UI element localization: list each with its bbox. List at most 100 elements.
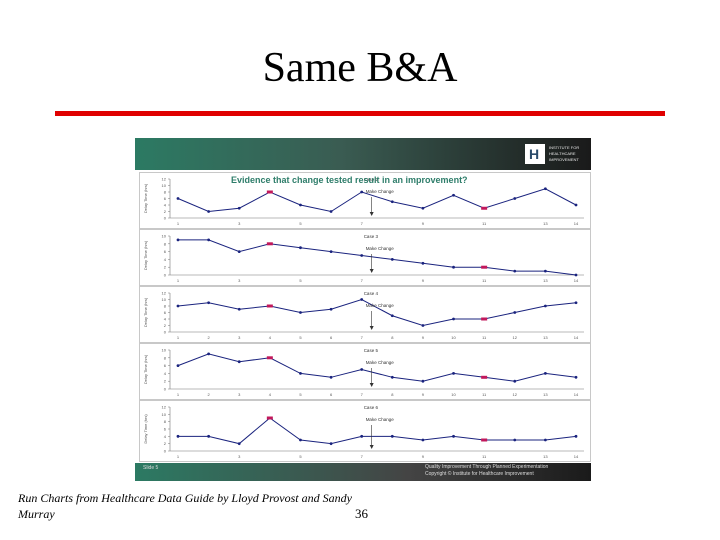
data-point <box>360 434 364 438</box>
x-tick-label: 9 <box>422 454 425 459</box>
x-tick-label: 9 <box>422 278 425 283</box>
y-tick-label: 4 <box>164 434 167 439</box>
x-tick-label: 2 <box>207 335 210 340</box>
series-line <box>178 417 577 445</box>
x-tick-label: 3 <box>238 335 241 340</box>
x-tick-label: 3 <box>238 278 241 283</box>
y-tick-label: 0 <box>164 216 167 221</box>
data-point <box>513 269 517 273</box>
x-tick-label: 13 <box>543 392 548 397</box>
y-tick-label: 12 <box>162 405 167 410</box>
x-tick-label: 10 <box>451 335 456 340</box>
y-tick-label: 0 <box>164 273 167 278</box>
data-point <box>329 375 333 379</box>
data-point <box>299 438 302 442</box>
data-point <box>543 187 547 191</box>
data-point <box>329 250 333 253</box>
y-tick-label: 10 <box>162 234 167 239</box>
x-tick-label: 11 <box>482 221 487 226</box>
slide-title: Same B&A <box>262 45 458 91</box>
logo-text: INSTITUTE FOR HEALTHCARE IMPROVEMENT <box>549 145 580 162</box>
highlight-point <box>266 356 273 360</box>
data-point <box>299 246 302 250</box>
data-point <box>299 311 302 314</box>
x-tick-label: 5 <box>299 221 302 226</box>
data-point <box>176 197 180 200</box>
x-tick-label: 14 <box>574 278 579 283</box>
data-point <box>237 307 241 311</box>
data-point <box>390 434 394 438</box>
y-tick-label: 12 <box>162 291 167 296</box>
y-tick-label: 4 <box>164 317 167 322</box>
data-point <box>421 324 425 327</box>
logo-mark-icon: H <box>529 146 540 162</box>
change-arrow-head <box>369 445 374 449</box>
y-tick-label: 8 <box>164 241 167 246</box>
y-tick-label: 2 <box>164 209 167 214</box>
x-tick-label: 1 <box>177 221 180 226</box>
x-tick-label: 7 <box>361 335 364 340</box>
make-change-annotation: Make Change <box>366 303 395 308</box>
x-tick-label: 11 <box>482 392 487 397</box>
y-tick-label: 4 <box>164 203 167 208</box>
data-point <box>299 203 302 207</box>
y-tick-label: 8 <box>164 190 167 195</box>
run-chart-panel-3: Delay Time (hrs) 0 2 4 6 8 10 12 1 2 3 4 5 6 7 8 9 10 11 12… <box>139 286 591 343</box>
data-point <box>176 434 180 438</box>
data-point <box>513 379 517 383</box>
x-tick-label: 8 <box>391 335 394 340</box>
highlight-point <box>481 206 488 210</box>
data-point <box>390 314 394 318</box>
slide-header-banner: H INSTITUTE FOR HEALTHCARE IMPROVEMENT <box>135 138 591 170</box>
y-tick-label: 6 <box>164 196 167 201</box>
data-point <box>543 269 547 273</box>
highlight-point <box>481 375 488 379</box>
data-point <box>513 438 517 442</box>
y-tick-label: 2 <box>164 323 167 328</box>
x-tick-label: 13 <box>543 278 548 283</box>
make-change-annotation: Make Change <box>366 360 395 365</box>
run-chart-panel-1: Delay Time (hrs) 0 2 4 6 8 10 12 1 3 5 7 9 11 13 14 Case… <box>139 172 591 229</box>
x-tick-label: 14 <box>574 221 579 226</box>
y-tick-label: 2 <box>164 441 167 446</box>
y-tick-label: 2 <box>164 265 167 270</box>
x-tick-label: 11 <box>482 335 487 340</box>
x-tick-label: 13 <box>543 454 548 459</box>
slide-footer-banner: Slide 5 Quality Improvement Through Plan… <box>135 463 591 481</box>
case-title: Case 6 <box>364 405 379 410</box>
logo-box <box>525 144 545 164</box>
x-tick-label: 7 <box>361 454 364 459</box>
data-point <box>176 304 180 308</box>
data-point <box>176 364 180 367</box>
data-point <box>574 301 578 305</box>
highlight-point <box>266 242 273 246</box>
highlight-point <box>481 317 488 321</box>
x-tick-label: 1 <box>177 454 180 459</box>
x-tick-label: 10 <box>451 392 456 397</box>
data-point <box>543 304 547 308</box>
data-point <box>237 360 241 364</box>
title-underline-rule <box>55 111 665 116</box>
x-tick-label: 6 <box>330 335 333 340</box>
case-title: Case 4 <box>364 291 379 296</box>
y-tick-label: 8 <box>164 304 167 309</box>
data-point <box>421 438 425 442</box>
x-tick-label: 7 <box>361 221 364 226</box>
y-tick-label: 8 <box>164 355 167 360</box>
case-title: Case 2 <box>364 177 379 182</box>
case-title: Case 5 <box>364 348 379 353</box>
change-arrow-head <box>369 383 374 387</box>
data-point <box>452 372 455 375</box>
x-tick-label: 3 <box>238 454 241 459</box>
x-tick-label: 1 <box>177 392 180 397</box>
data-point <box>237 250 241 253</box>
data-point <box>207 238 211 242</box>
change-arrow-head <box>369 212 374 216</box>
y-axis-label: Delay Time (hrs) <box>143 240 148 270</box>
highlight-point <box>266 190 273 194</box>
data-point <box>329 442 333 446</box>
x-tick-label: 8 <box>391 392 394 397</box>
